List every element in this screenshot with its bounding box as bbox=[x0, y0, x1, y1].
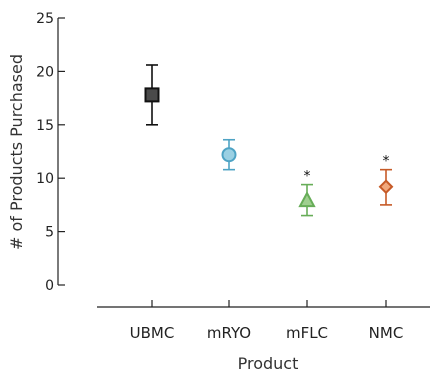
significance-asterisk: * bbox=[304, 169, 311, 185]
y-axis-title: # of Products Purchased bbox=[7, 54, 26, 250]
x-tick-label-mryo: mRYO bbox=[207, 324, 251, 342]
point-mflc: * bbox=[298, 169, 316, 217]
square-marker bbox=[144, 87, 160, 103]
y-tick-label: 20 bbox=[36, 64, 54, 80]
point-mryo bbox=[221, 138, 237, 171]
x-tick-label-nmc: NMC bbox=[369, 324, 404, 342]
significance-asterisk: * bbox=[383, 154, 390, 170]
point-nmc: * bbox=[378, 154, 394, 206]
y-tick-label: 0 bbox=[45, 278, 54, 294]
y-tick-label: 15 bbox=[36, 118, 54, 134]
triangle-marker bbox=[298, 191, 316, 208]
y-tick-label: 25 bbox=[36, 11, 54, 27]
data-points: ** bbox=[144, 64, 394, 217]
x-tick-label-ubmc: UBMC bbox=[130, 324, 175, 342]
y-axis: 0 5 10 15 20 25 bbox=[36, 11, 65, 294]
point-ubmc bbox=[144, 64, 160, 126]
y-tick-label: 5 bbox=[45, 225, 54, 241]
diamond-marker bbox=[378, 179, 394, 195]
x-axis-title: Product bbox=[238, 354, 299, 373]
x-axis: UBMC mRYO mFLC NMC bbox=[97, 300, 430, 342]
circle-marker bbox=[221, 147, 237, 163]
y-tick-label: 10 bbox=[36, 171, 54, 187]
x-tick-label-mflc: mFLC bbox=[286, 324, 328, 342]
